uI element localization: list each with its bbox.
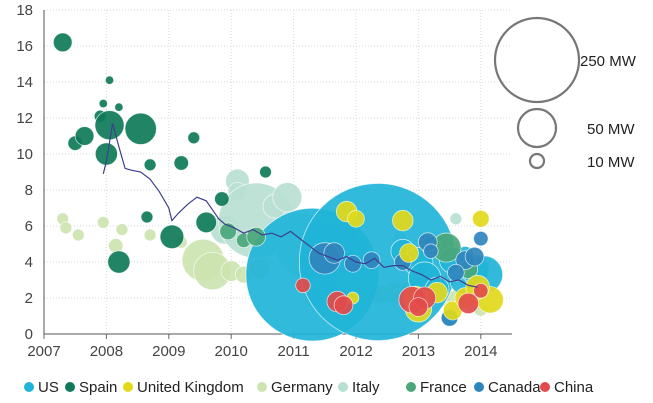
y-tick-label: 4 xyxy=(25,254,33,271)
x-tick-label: 2011 xyxy=(277,343,309,360)
bubble[interactable] xyxy=(115,223,129,236)
axes: 0 2 4 6 8 10 12 14 16 18 2007 2008 2009 2010 2011 2012 2… xyxy=(16,2,512,360)
legend-label: Italy xyxy=(352,379,380,396)
legend-item-united-kingdom[interactable]: United Kingdom xyxy=(123,379,244,396)
y-tick-label: 10 xyxy=(16,146,33,163)
x-tick-label: 2008 xyxy=(90,343,123,360)
trend-layer xyxy=(102,123,478,288)
bubble[interactable] xyxy=(143,158,157,172)
bubble[interactable] xyxy=(187,131,201,145)
legend-swatch xyxy=(123,382,133,392)
series-canada xyxy=(308,230,489,327)
bubble[interactable] xyxy=(344,254,362,273)
legend-label: Canada xyxy=(488,379,541,396)
legend-label: China xyxy=(554,379,594,396)
bubble[interactable] xyxy=(471,210,490,228)
series-china xyxy=(295,277,489,317)
bubble[interactable] xyxy=(173,155,189,171)
x-tick-label: 2007 xyxy=(27,343,60,360)
legend-swatch xyxy=(406,382,416,392)
bubble[interactable] xyxy=(473,230,489,247)
bubble[interactable] xyxy=(473,283,489,299)
bubble[interactable] xyxy=(143,228,157,242)
y-tick-label: 12 xyxy=(16,110,33,127)
legend-item-china[interactable]: China xyxy=(540,379,594,396)
y-tick-label: 16 xyxy=(16,38,33,55)
legend-item-italy[interactable]: Italy xyxy=(338,379,380,396)
color-legend: US Spain United Kingdom Germany Italy France C… xyxy=(24,379,594,396)
y-tick-label: 8 xyxy=(25,182,33,199)
bubble[interactable] xyxy=(246,227,266,247)
bubble[interactable] xyxy=(464,246,485,267)
size-legend-circle xyxy=(493,16,581,104)
bubble[interactable] xyxy=(104,75,115,85)
bubble[interactable] xyxy=(124,112,157,145)
bubble-layer xyxy=(52,32,504,342)
bubble[interactable] xyxy=(333,295,354,315)
bubble[interactable] xyxy=(295,277,311,294)
bubble[interactable] xyxy=(98,99,108,109)
y-tick-label: 6 xyxy=(25,218,33,235)
legend-swatch xyxy=(474,382,484,392)
legend-swatch xyxy=(540,382,550,392)
legend-label: US xyxy=(38,379,59,396)
size-legend-label: 50 MW xyxy=(587,121,635,138)
bubble[interactable] xyxy=(408,297,429,317)
bubble[interactable] xyxy=(449,212,463,226)
bubble[interactable] xyxy=(140,210,154,224)
legend-item-us[interactable]: US xyxy=(24,379,59,396)
bubble[interactable] xyxy=(195,211,217,234)
legend-swatch xyxy=(24,382,34,392)
bubble[interactable] xyxy=(94,142,118,166)
y-tick-label: 14 xyxy=(16,74,33,91)
legend-swatch xyxy=(338,382,348,392)
bubble[interactable] xyxy=(59,221,73,235)
size-legend-circle xyxy=(516,107,558,149)
legend-label: France xyxy=(420,379,467,396)
legend-label: Germany xyxy=(271,379,333,396)
bubble[interactable] xyxy=(114,102,124,112)
legend-label: United Kingdom xyxy=(137,379,244,396)
bubble[interactable] xyxy=(447,263,465,282)
bubble[interactable] xyxy=(392,209,414,232)
bubble[interactable] xyxy=(214,191,230,207)
trend-line xyxy=(102,123,478,288)
legend-item-germany[interactable]: Germany xyxy=(257,379,333,396)
size-legend-label: 10 MW xyxy=(587,154,635,171)
x-tick-label: 2014 xyxy=(464,343,497,360)
x-tick-label: 2012 xyxy=(339,343,372,360)
legend-label: Spain xyxy=(79,379,117,396)
bubble[interactable] xyxy=(107,250,131,274)
y-tick-label: 0 xyxy=(25,326,33,343)
legend-item-spain[interactable]: Spain xyxy=(65,379,117,396)
bubble[interactable] xyxy=(159,224,185,250)
bubble[interactable] xyxy=(347,210,365,228)
legend-swatch xyxy=(257,382,267,392)
y-tick-label: 2 xyxy=(25,290,33,307)
bubble[interactable] xyxy=(323,242,345,264)
y-tick-label: 18 xyxy=(16,2,33,19)
legend-item-france[interactable]: France xyxy=(406,379,467,396)
bubble[interactable] xyxy=(74,126,95,146)
x-tick-label: 2013 xyxy=(402,343,435,360)
size-legend-label: 250 MW xyxy=(580,53,637,70)
bubble[interactable] xyxy=(259,165,272,179)
bubble[interactable] xyxy=(71,228,85,242)
bubble[interactable] xyxy=(96,216,110,229)
bubble[interactable] xyxy=(52,32,73,53)
size-legend: 250 MW 50 MW 10 MW xyxy=(493,16,637,171)
bubble[interactable] xyxy=(399,243,419,263)
series-spain xyxy=(52,32,272,274)
size-legend-circle xyxy=(528,152,546,170)
bubble[interactable] xyxy=(423,243,439,259)
x-tick-label: 2010 xyxy=(215,343,248,360)
bubble[interactable] xyxy=(272,182,303,213)
legend-swatch xyxy=(65,382,75,392)
legend-item-canada[interactable]: Canada xyxy=(474,379,541,396)
bubble[interactable] xyxy=(94,110,125,141)
x-tick-label: 2009 xyxy=(152,343,185,360)
bubble[interactable] xyxy=(457,292,480,315)
